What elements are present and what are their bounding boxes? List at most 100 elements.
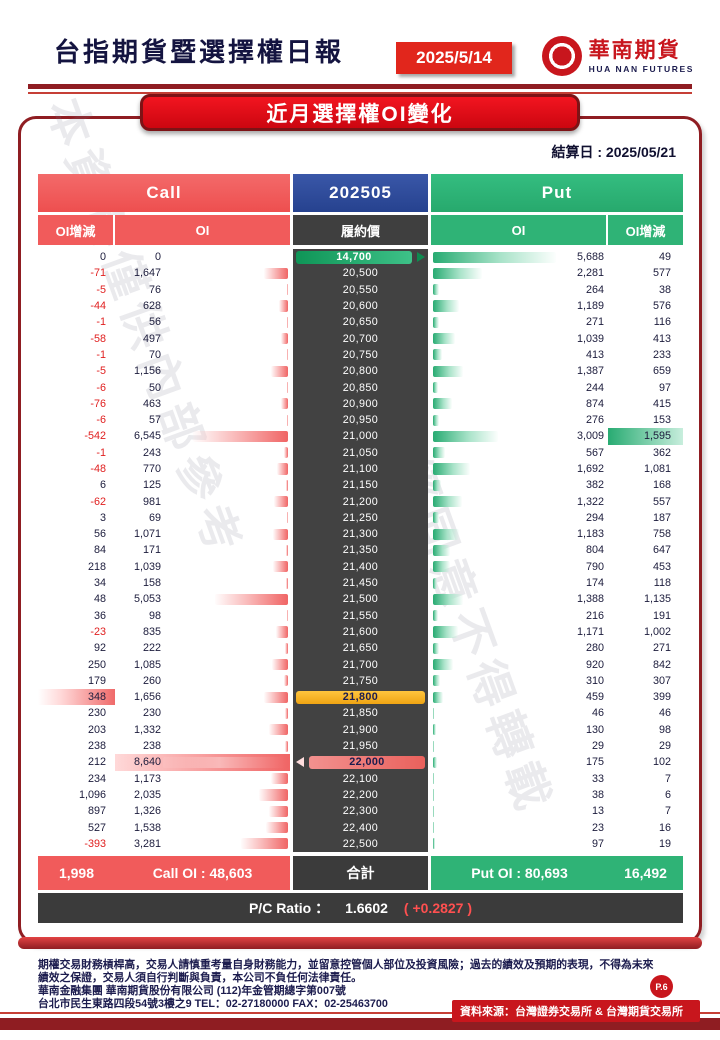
put-oi-cell: 459 — [431, 689, 608, 705]
table-row: 34 158 21,450 174 118 — [38, 574, 683, 592]
call-oi-cell: 463 — [115, 396, 290, 412]
table-row: -542 6,545 21,000 3,009 1,595 — [38, 428, 683, 445]
call-oi-bar — [284, 642, 288, 654]
put-oi-cell: 1,692 — [431, 461, 608, 477]
put-oi-cell: 175 — [431, 754, 608, 770]
call-oi-cell: 171 — [115, 542, 290, 558]
table-row: -76 463 20,900 874 415 — [38, 395, 683, 412]
table-row: -58 497 20,700 1,039 413 — [38, 330, 683, 347]
put-oi-change-cell: 7 — [664, 805, 671, 818]
put-oi-cell: 13 — [431, 803, 608, 819]
strike-cell: 20,600 — [293, 297, 428, 315]
strike-label: 20,800 — [342, 365, 379, 378]
strike-label: 22,200 — [342, 788, 379, 801]
put-oi-total: Put OI : 80,693 — [431, 855, 608, 890]
put-oi-cell: 97 — [431, 836, 608, 852]
disclaimer-block: 期權交易財務槓桿高，交易人請慎重考量自身財務能力，並留意控管個人部位及投資風險；… — [38, 959, 662, 1011]
call-oi-bar — [271, 773, 288, 785]
call-oi-change-cell: -1 — [96, 348, 106, 361]
call-oi-change-cell: 212 — [87, 756, 106, 769]
call-oi-cell: 69 — [115, 510, 290, 526]
strike-cell: 14,700 — [293, 249, 428, 266]
table-row: -48 770 21,100 1,692 1,081 — [38, 460, 683, 478]
put-oi-bar — [433, 447, 446, 459]
strike-label: 20,650 — [342, 316, 379, 329]
call-oi-cell: 76 — [115, 282, 290, 298]
call-oi-cell: 835 — [115, 624, 290, 640]
call-oi-change-cell: 348 — [38, 689, 115, 706]
put-oi-cell: 174 — [431, 575, 608, 591]
put-oi-cell: 130 — [431, 722, 608, 738]
col-header-strike: 履約價 — [293, 215, 428, 245]
call-oi-bar — [273, 496, 288, 508]
strike-label: 21,300 — [342, 528, 379, 541]
call-oi-cell: 1,071 — [115, 526, 290, 542]
call-oi-cell: 158 — [115, 575, 290, 591]
strike-cell: 22,500 — [293, 835, 428, 852]
call-oi-bar — [264, 267, 288, 279]
strike-cell: 21,200 — [293, 493, 428, 510]
call-oi-change-cell: 527 — [87, 821, 106, 834]
strike-cell: 20,900 — [293, 395, 428, 412]
strike-cell: 21,550 — [293, 607, 428, 624]
call-oi-bar — [280, 333, 288, 345]
logo-name-cn: 華南期貨 — [588, 39, 681, 63]
put-oi-bar — [433, 349, 442, 361]
put-oi-change-cell: 362 — [652, 446, 671, 459]
strike-cell: 21,850 — [293, 705, 428, 722]
call-oi-bar — [258, 789, 288, 801]
put-oi-cell: 46 — [431, 705, 608, 721]
call-oi-bar — [268, 724, 288, 736]
put-oi-change-cell: 659 — [652, 365, 671, 378]
strike-cell: 21,800 — [293, 689, 428, 706]
call-oi-cell: 0 — [154, 251, 161, 264]
call-oi-bar — [284, 675, 288, 687]
strike-cell: 21,500 — [293, 591, 428, 608]
company-logo: 華南期貨 HUA NAN FUTURES — [541, 36, 694, 76]
call-oi-cell: 1,039 — [115, 559, 290, 575]
put-oi-change-cell: 307 — [652, 674, 671, 687]
put-oi-bar — [433, 479, 442, 491]
table-row: 218 1,039 21,400 790 453 — [38, 558, 683, 575]
call-oi-bar — [281, 398, 288, 410]
strike-label: 21,600 — [342, 625, 379, 638]
call-oi-change-cell: 84 — [93, 544, 106, 557]
put-oi-bar — [433, 577, 437, 589]
strike-label: 20,750 — [342, 348, 379, 361]
table-row: 527 1,538 22,400 23 16 — [38, 819, 683, 836]
table-row: 897 1,326 22,300 13 7 — [38, 803, 683, 820]
call-oi-bar — [285, 577, 288, 589]
col-header-put-oi-change: OI增減 — [608, 215, 683, 245]
table-row: -62 981 21,200 1,322 557 — [38, 493, 683, 510]
put-oi-cell: 29 — [431, 738, 608, 754]
call-oi-change-cell: 6 — [99, 479, 106, 492]
call-oi-total: Call OI : 48,603 — [115, 855, 290, 890]
call-oi-change-cell: -393 — [84, 837, 106, 850]
put-oi-bar — [433, 805, 435, 817]
call-oi-bar — [286, 284, 288, 296]
call-oi-change-cell: -48 — [90, 463, 106, 475]
put-oi-cell: 1,039 — [431, 330, 608, 346]
put-oi-bar — [433, 430, 499, 442]
call-oi-change-cell: -6 — [96, 414, 106, 427]
company-line: 華南金融集團 華南期貨股份有限公司 (112)年金管期總字第007號 — [38, 984, 346, 997]
call-oi-change-cell: -23 — [90, 625, 106, 638]
strike-label: 21,650 — [342, 642, 379, 655]
address-line: 台北市民生東路四段54號3樓之9 TEL：02-27180000 FAX：02-… — [38, 997, 388, 1010]
put-oi-bar — [433, 561, 451, 573]
strike-cell: 21,100 — [293, 460, 428, 478]
call-oi-change-cell: 0 — [99, 251, 106, 264]
call-oi-bar — [286, 512, 288, 524]
strike-cell: 22,200 — [293, 786, 428, 804]
put-oi-cell: 264 — [431, 282, 608, 298]
col-header-call-oi: OI — [115, 215, 290, 245]
logo-name-en: HUA NAN FUTURES — [588, 63, 694, 74]
strike-label: 20,900 — [342, 397, 379, 410]
data-source-bar: 資料來源：台灣證券交易所 & 台灣期貨交易所 — [452, 1000, 700, 1022]
table-row: 3 69 21,250 294 187 — [38, 509, 683, 527]
put-oi-cell: 38 — [431, 787, 608, 803]
call-oi-cell: 2,035 — [115, 787, 290, 803]
column-header-row: OI增減 OI 履約價 OI OI增減 — [38, 215, 683, 245]
put-oi-bar — [433, 333, 456, 345]
